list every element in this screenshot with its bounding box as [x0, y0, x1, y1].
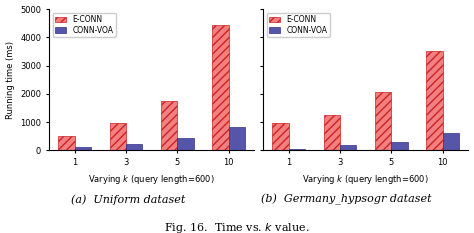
Bar: [58, 136, 74, 150]
Bar: [272, 123, 289, 150]
Bar: [74, 147, 91, 150]
Bar: [126, 144, 143, 150]
Text: Fig. 16.  Time vs. $k$ value.: Fig. 16. Time vs. $k$ value.: [164, 221, 310, 233]
Text: (b)  Germany_hypsogr dataset: (b) Germany_hypsogr dataset: [261, 194, 431, 206]
Y-axis label: Running time (ms): Running time (ms): [6, 41, 15, 119]
Bar: [229, 127, 245, 150]
Bar: [426, 51, 443, 150]
Legend: E-CONN, CONN-VOA: E-CONN, CONN-VOA: [267, 13, 330, 37]
Bar: [375, 93, 392, 150]
Bar: [161, 101, 177, 150]
Bar: [177, 138, 194, 150]
Bar: [340, 145, 356, 150]
Text: (a)  Uniform dataset: (a) Uniform dataset: [71, 194, 185, 205]
X-axis label: Varying $k$ (query length=600): Varying $k$ (query length=600): [88, 172, 215, 185]
Legend: E-CONN, CONN-VOA: E-CONN, CONN-VOA: [53, 13, 116, 37]
Bar: [289, 149, 305, 150]
Bar: [443, 133, 459, 150]
X-axis label: Varying $k$ (query length=600): Varying $k$ (query length=600): [302, 172, 429, 185]
Bar: [392, 142, 408, 150]
Bar: [324, 115, 340, 150]
Bar: [109, 123, 126, 150]
Bar: [212, 25, 229, 150]
